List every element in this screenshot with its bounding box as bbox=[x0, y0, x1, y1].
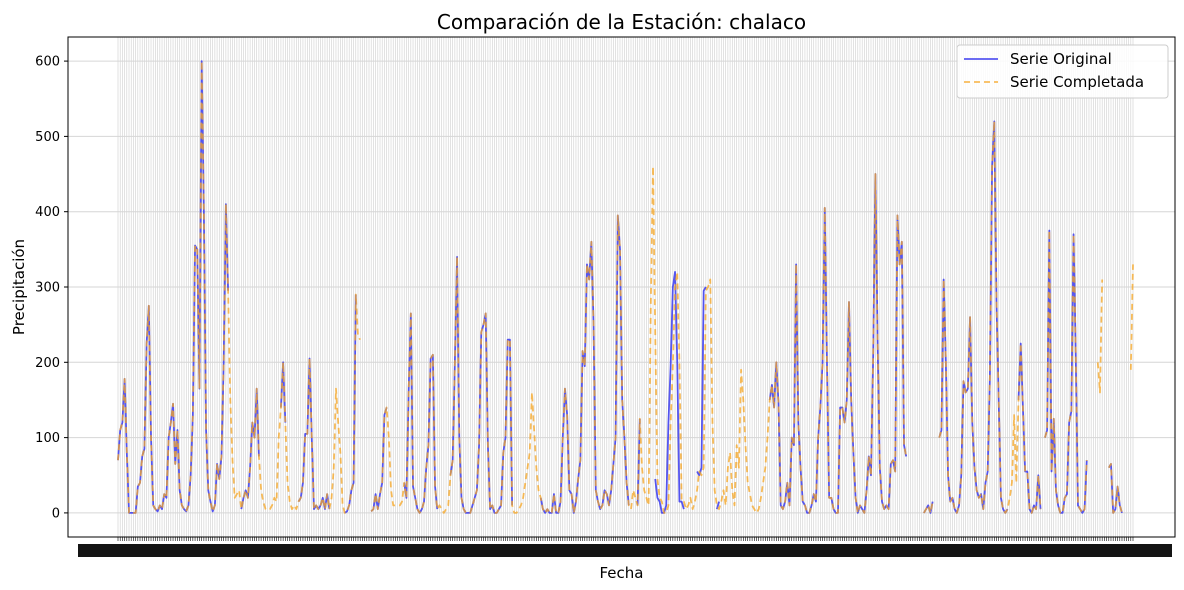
y-tick-label: 200 bbox=[35, 356, 60, 371]
x-axis-ticks bbox=[78, 537, 1172, 557]
x-tick-labels-overlap bbox=[78, 544, 1172, 557]
y-tick-label: 500 bbox=[35, 130, 60, 145]
legend-label-completed: Serie Completada bbox=[1010, 73, 1144, 91]
y-axis-ticks: 0 100 200 300 400 500 600 bbox=[35, 55, 68, 521]
legend: Serie Original Serie Completada bbox=[956, 44, 1169, 99]
y-tick-label: 0 bbox=[52, 506, 60, 521]
legend-label-original: Serie Original bbox=[1010, 50, 1112, 68]
y-tick-label: 100 bbox=[35, 431, 60, 446]
y-axis-label: Precipitación bbox=[10, 239, 28, 335]
y-tick-label: 600 bbox=[35, 55, 60, 70]
y-tick-label: 300 bbox=[35, 281, 60, 296]
x-axis-label: Fecha bbox=[600, 564, 644, 582]
series-completed bbox=[117, 60, 1134, 514]
y-tick-label: 400 bbox=[35, 205, 60, 220]
chart-title: Comparación de la Estación: chalaco bbox=[437, 10, 806, 34]
series-layer bbox=[117, 60, 1134, 514]
legend-box bbox=[956, 44, 1169, 99]
